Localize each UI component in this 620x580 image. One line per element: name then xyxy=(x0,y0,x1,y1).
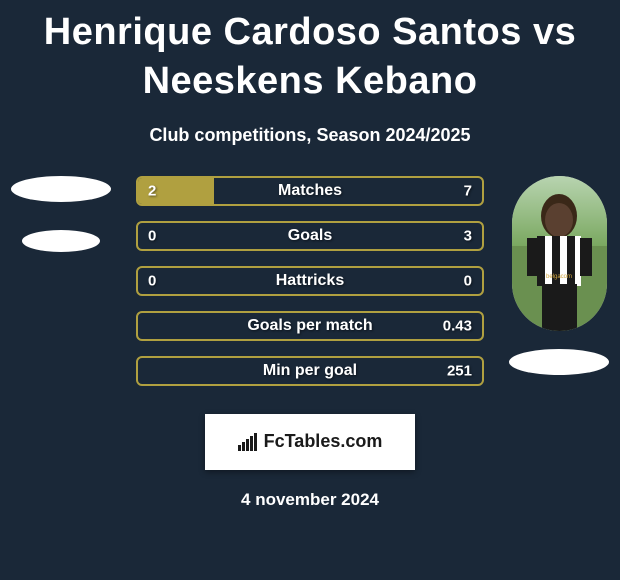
player-left-shadow xyxy=(11,176,111,202)
stat-label: Matches xyxy=(138,182,482,200)
player-left-shadow2 xyxy=(22,230,100,252)
player-right-image: belgacom xyxy=(512,176,607,331)
player-left xyxy=(6,176,116,252)
fctables-logo: FcTables.com xyxy=(238,431,383,452)
footer-date: 4 november 2024 xyxy=(0,490,620,510)
stat-label: Min per goal xyxy=(138,362,482,380)
stat-row: Goals per match0.43 xyxy=(136,311,484,341)
player-right: belgacom xyxy=(504,176,614,375)
player-right-shadow xyxy=(509,349,609,375)
stat-row: 0Hattricks0 xyxy=(136,266,484,296)
chart-icon xyxy=(238,433,260,451)
stat-row: Min per goal251 xyxy=(136,356,484,386)
comparison-content: belgacom 2Matches70Goals30Hattricks0Goal… xyxy=(0,176,620,406)
page-title: Henrique Cardoso Santos vs Neeskens Keba… xyxy=(0,0,620,107)
stat-bars: 2Matches70Goals30Hattricks0Goals per mat… xyxy=(136,176,484,401)
svg-text:belgacom: belgacom xyxy=(545,274,571,280)
stat-value-right: 0 xyxy=(464,272,472,289)
subtitle: Club competitions, Season 2024/2025 xyxy=(0,125,620,146)
stat-value-right: 251 xyxy=(447,362,472,379)
stat-label: Hattricks xyxy=(138,272,482,290)
stat-value-right: 7 xyxy=(464,182,472,199)
stat-label: Goals per match xyxy=(138,317,482,335)
stat-value-right: 3 xyxy=(464,227,472,244)
stat-label: Goals xyxy=(138,227,482,245)
stat-value-right: 0.43 xyxy=(443,317,472,334)
stat-row: 0Goals3 xyxy=(136,221,484,251)
player-right-photo: belgacom xyxy=(512,176,607,331)
stat-row: 2Matches7 xyxy=(136,176,484,206)
footer-site-label: FcTables.com xyxy=(264,431,383,452)
footer-badge[interactable]: FcTables.com xyxy=(205,414,415,470)
